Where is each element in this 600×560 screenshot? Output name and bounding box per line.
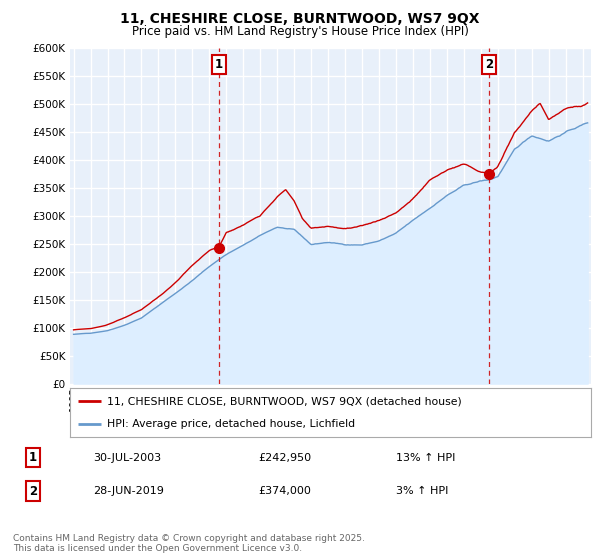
Text: 28-JUN-2019: 28-JUN-2019 [93, 486, 164, 496]
Text: 2: 2 [485, 58, 493, 71]
Text: £374,000: £374,000 [258, 486, 311, 496]
Text: 11, CHESHIRE CLOSE, BURNTWOOD, WS7 9QX: 11, CHESHIRE CLOSE, BURNTWOOD, WS7 9QX [120, 12, 480, 26]
Text: 2: 2 [29, 484, 37, 498]
Text: 30-JUL-2003: 30-JUL-2003 [93, 452, 161, 463]
Text: 3% ↑ HPI: 3% ↑ HPI [396, 486, 448, 496]
Text: 1: 1 [215, 58, 223, 71]
Text: £242,950: £242,950 [258, 452, 311, 463]
Text: 11, CHESHIRE CLOSE, BURNTWOOD, WS7 9QX (detached house): 11, CHESHIRE CLOSE, BURNTWOOD, WS7 9QX (… [107, 396, 461, 407]
Text: Price paid vs. HM Land Registry's House Price Index (HPI): Price paid vs. HM Land Registry's House … [131, 25, 469, 38]
Text: 1: 1 [29, 451, 37, 464]
Text: 13% ↑ HPI: 13% ↑ HPI [396, 452, 455, 463]
Text: HPI: Average price, detached house, Lichfield: HPI: Average price, detached house, Lich… [107, 419, 355, 429]
Text: Contains HM Land Registry data © Crown copyright and database right 2025.
This d: Contains HM Land Registry data © Crown c… [13, 534, 365, 553]
